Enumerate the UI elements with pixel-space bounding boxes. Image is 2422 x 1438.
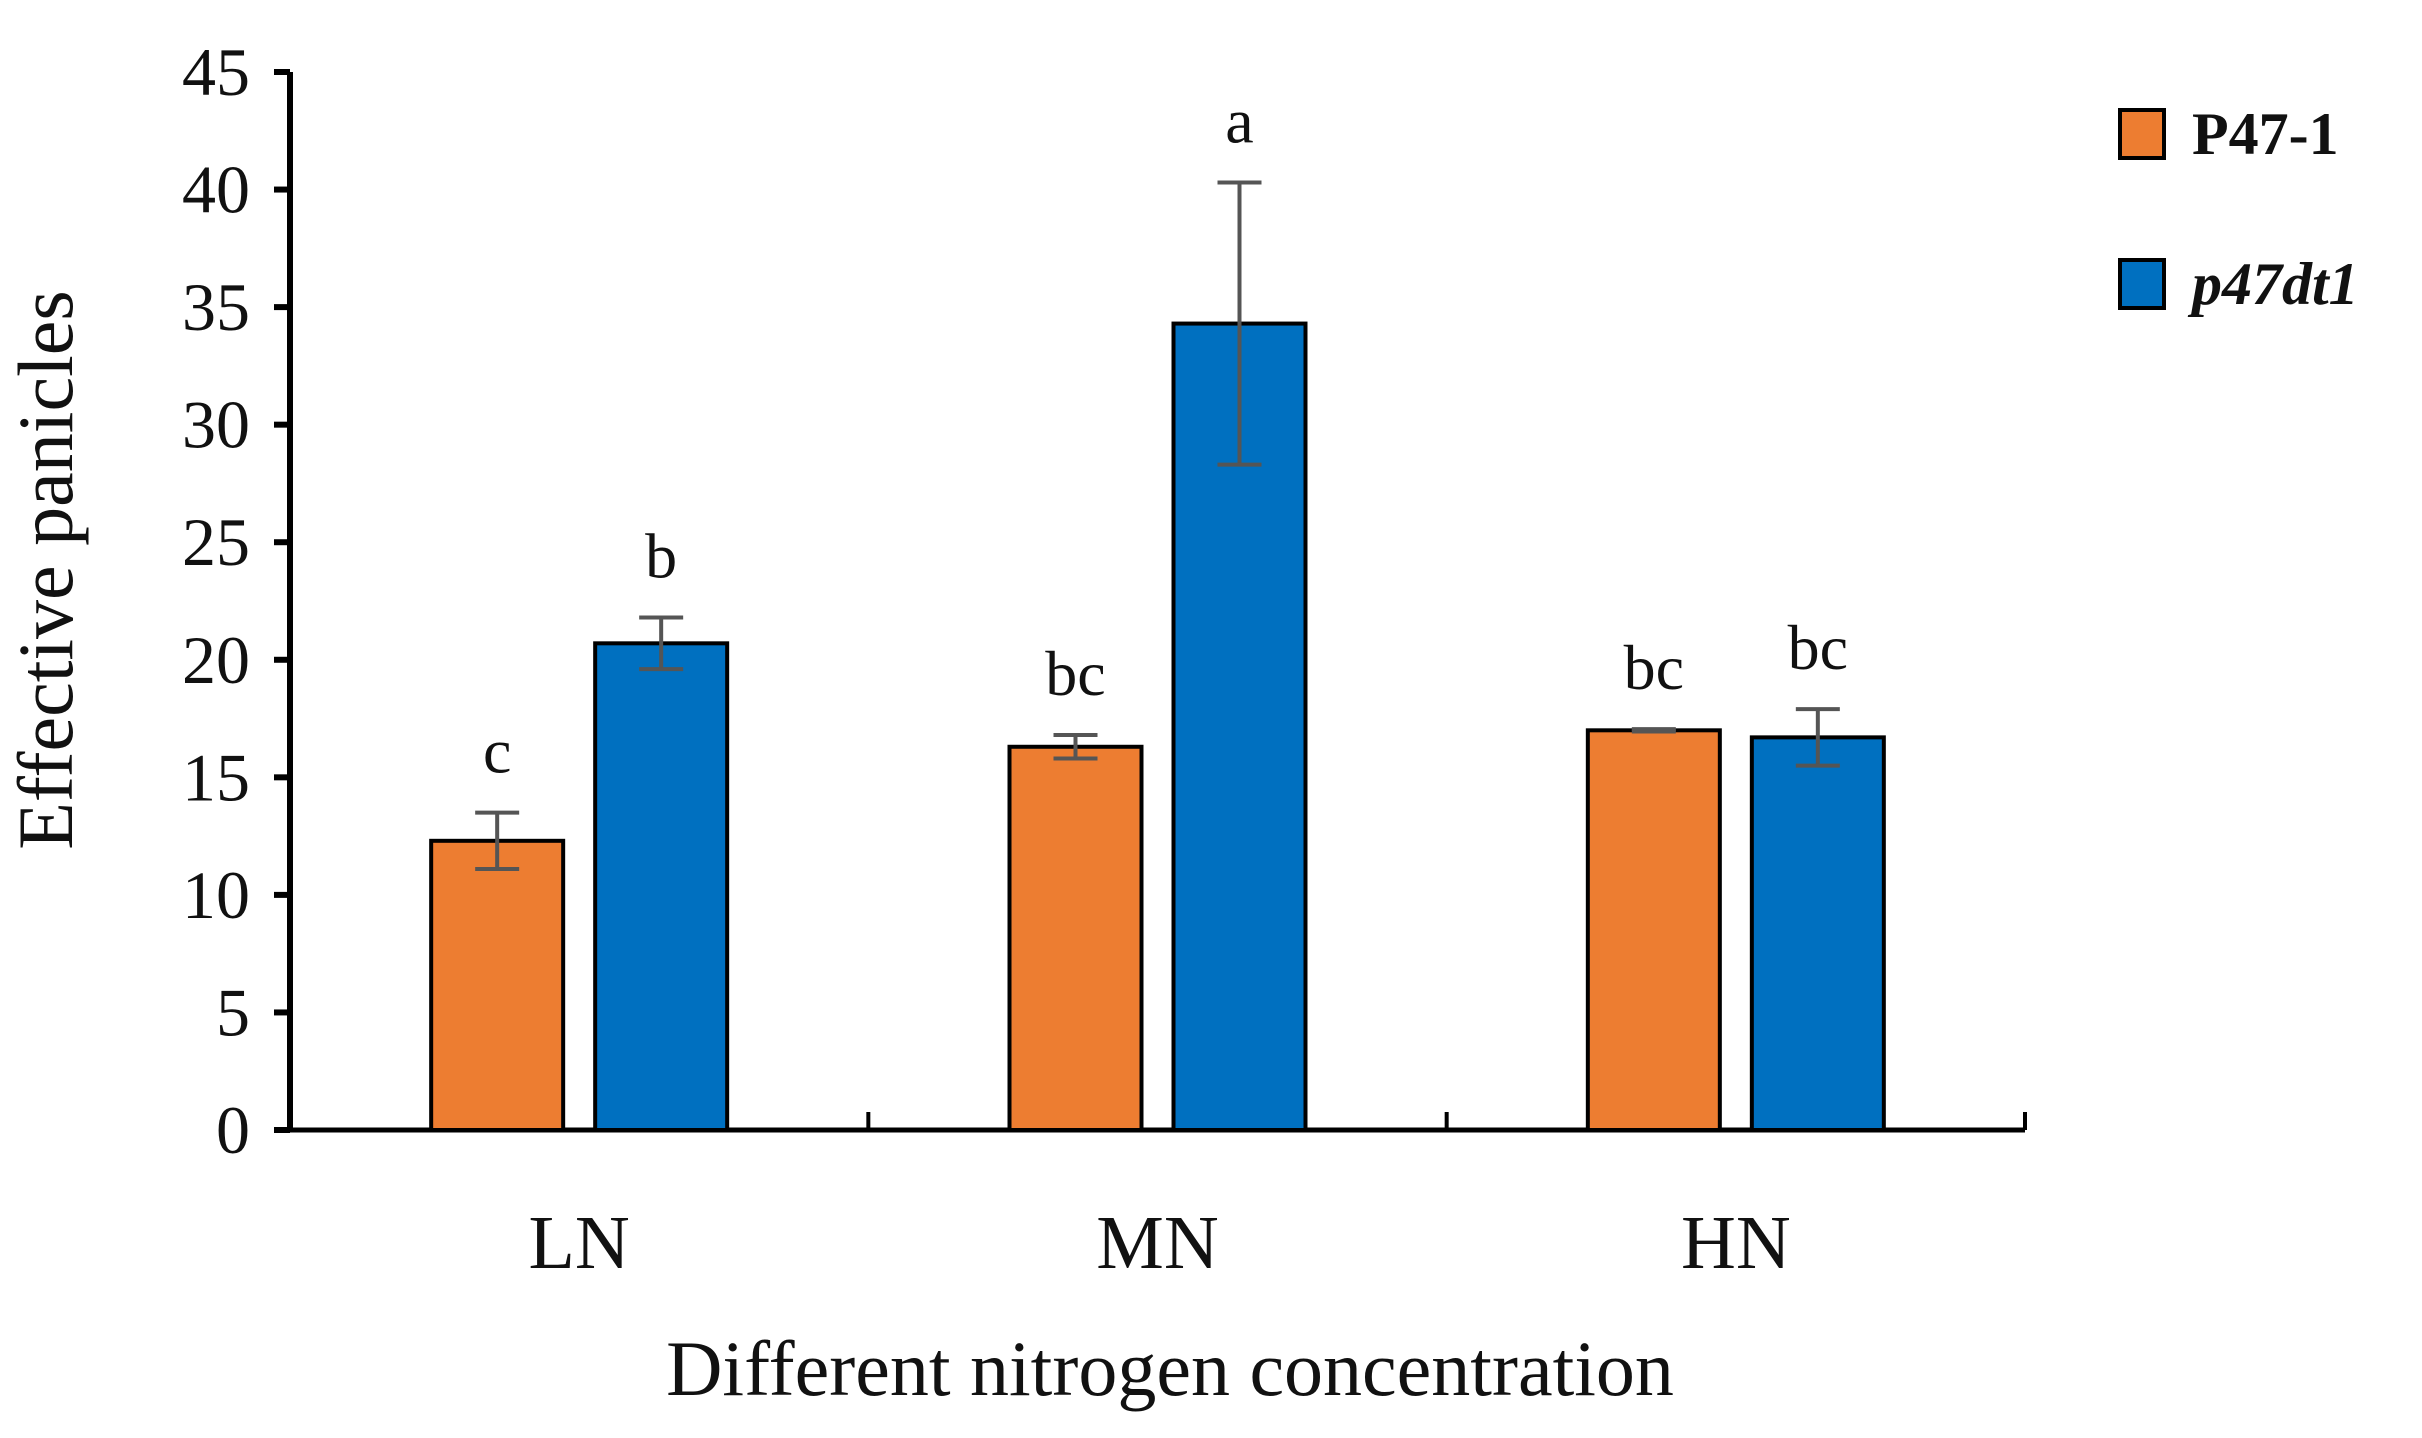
y-tick-label: 0 <box>216 1092 250 1168</box>
significance-label: bc <box>1788 612 1848 683</box>
significance-label: b <box>645 520 677 591</box>
bar <box>429 838 566 1133</box>
y-tick-label: 15 <box>182 739 250 815</box>
significance-labels: c b bc a bc bc <box>483 86 1848 787</box>
y-tick-label: 45 <box>182 34 250 110</box>
y-axis-title: Effective panicles <box>2 290 89 849</box>
legend-label: p47dt1 <box>2187 251 2359 317</box>
x-category-label: HN <box>1681 1201 1791 1285</box>
y-axis: 0 5 10 15 20 25 30 35 40 45 <box>182 34 293 1168</box>
significance-label: bc <box>1045 638 1105 709</box>
y-tick-label: 40 <box>182 152 250 228</box>
x-axis-title: Different nitrogen concentration <box>666 1325 1674 1412</box>
y-tick-label: 30 <box>182 387 250 463</box>
significance-label: bc <box>1624 632 1684 703</box>
x-category-label: LN <box>529 1201 630 1285</box>
bars <box>429 321 1886 1133</box>
legend-swatch <box>2118 258 2166 310</box>
bar <box>1007 744 1144 1132</box>
y-tick-label: 25 <box>182 504 250 580</box>
error-bars <box>475 180 1840 872</box>
legend-swatch <box>2118 108 2166 160</box>
y-tick-label: 5 <box>216 974 250 1050</box>
significance-label: a <box>1225 86 1253 157</box>
y-tick-label: 35 <box>182 269 250 345</box>
legend: P47-1 p47dt1 <box>2118 101 2359 317</box>
bar <box>1585 728 1722 1132</box>
bar <box>593 641 730 1132</box>
legend-label: P47-1 <box>2192 101 2339 167</box>
x-axis: LN MN HN <box>287 1112 2027 1285</box>
significance-label: c <box>483 716 511 787</box>
y-tick-label: 20 <box>182 622 250 698</box>
bar <box>1749 735 1886 1132</box>
x-category-label: MN <box>1096 1201 1218 1285</box>
y-tick-label: 10 <box>182 857 250 933</box>
